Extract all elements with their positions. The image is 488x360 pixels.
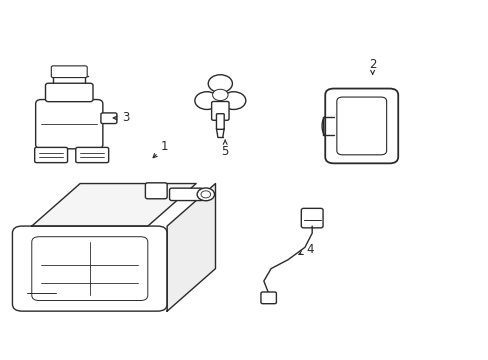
FancyBboxPatch shape	[211, 102, 228, 120]
FancyBboxPatch shape	[45, 83, 93, 102]
Circle shape	[201, 191, 210, 198]
Text: 1: 1	[153, 140, 168, 158]
FancyBboxPatch shape	[325, 89, 397, 163]
Polygon shape	[167, 184, 215, 311]
FancyBboxPatch shape	[101, 113, 117, 123]
Text: 2: 2	[368, 58, 376, 75]
FancyBboxPatch shape	[301, 208, 323, 228]
FancyBboxPatch shape	[169, 188, 203, 201]
FancyBboxPatch shape	[336, 97, 386, 155]
FancyBboxPatch shape	[145, 183, 167, 199]
Circle shape	[212, 89, 227, 100]
FancyBboxPatch shape	[76, 147, 108, 163]
FancyBboxPatch shape	[261, 292, 276, 304]
Circle shape	[197, 188, 214, 201]
FancyBboxPatch shape	[36, 100, 102, 149]
Text: 5: 5	[221, 140, 228, 158]
FancyBboxPatch shape	[35, 147, 67, 163]
FancyBboxPatch shape	[12, 226, 167, 311]
Polygon shape	[32, 184, 196, 226]
Text: 4: 4	[298, 243, 313, 256]
FancyBboxPatch shape	[216, 114, 224, 129]
Text: 3: 3	[113, 112, 129, 125]
FancyBboxPatch shape	[51, 66, 87, 77]
Circle shape	[194, 92, 219, 109]
Circle shape	[221, 92, 245, 109]
FancyBboxPatch shape	[32, 237, 147, 301]
Circle shape	[208, 75, 232, 93]
